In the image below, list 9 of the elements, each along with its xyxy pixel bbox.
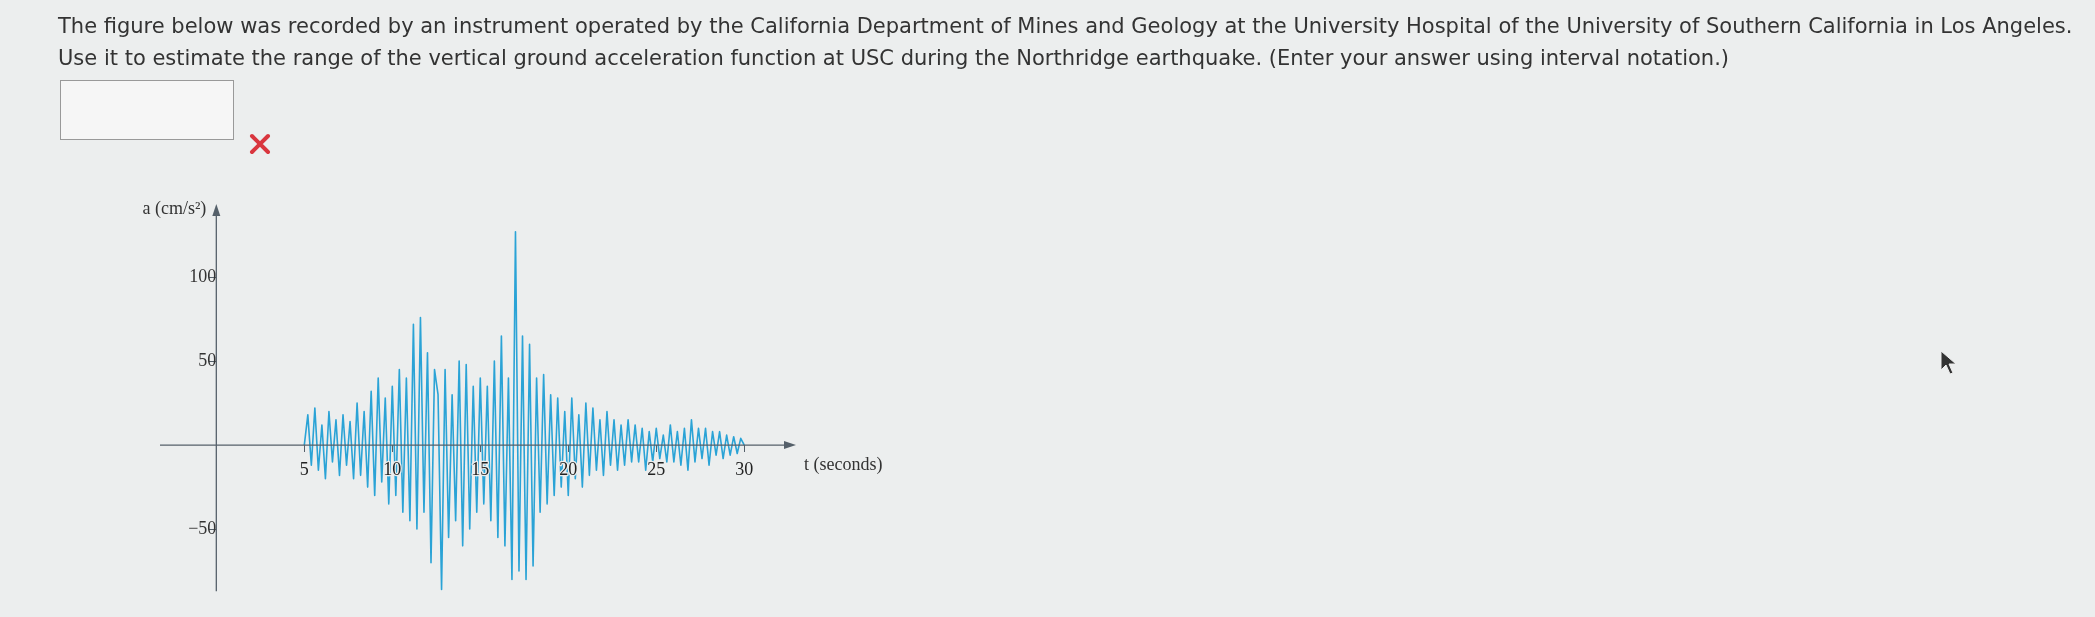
y-axis-title: a (cm/s²) [142,198,207,219]
x-axis-title: t (seconds) [804,453,883,475]
y-tick-label: 100 [189,265,217,286]
text: The figure below was recorded by an instrument operated by the California Department of Mines and Geology at the University Hospital of the University of Southern California in Los Angeles. Use it to estimate the range of the vertical ground acceleration function at USC during the Northridge earthquake. (Enter your answer using interval notation.) [58,13,2074,72]
x-tick-label: 25 [647,458,666,479]
x-tick-label: 30 [735,458,754,479]
x-tick-label: 5 [299,458,309,479]
y-tick-label: −50 [188,517,217,538]
y-tick-label: 50 [198,349,217,370]
